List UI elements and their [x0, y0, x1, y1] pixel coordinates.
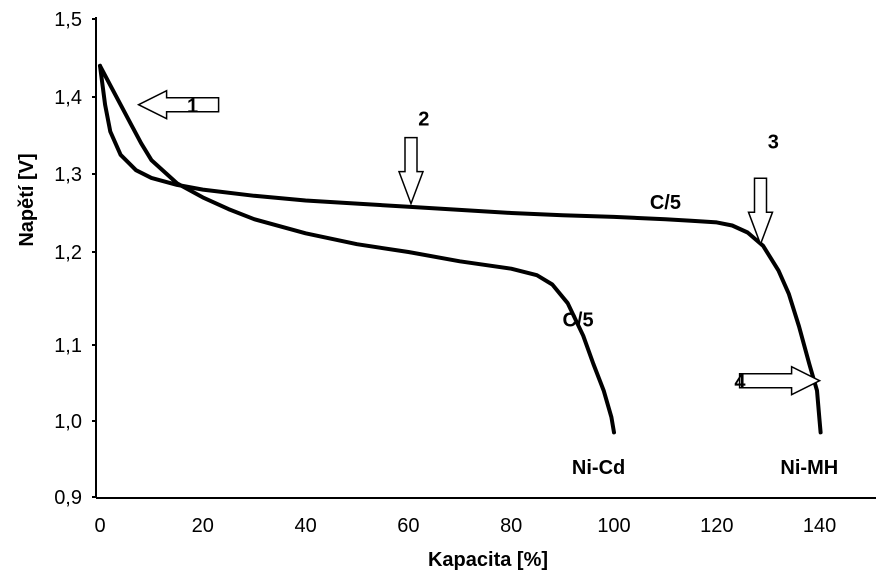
annotation-label: 3 — [768, 132, 779, 154]
arrow-2 — [397, 136, 425, 206]
y-tick-label: 1,4 — [54, 87, 82, 109]
annotation-label: Ni-Cd — [572, 457, 625, 479]
annotation-label: C/5 — [650, 192, 681, 214]
x-tick-label: 120 — [700, 515, 733, 537]
annotation-label: C/5 — [562, 309, 593, 331]
x-ticks: 0 20 40 60 80 100 120 140 — [94, 515, 836, 537]
y-tick-label: 1,2 — [54, 242, 82, 264]
x-tick-label: 80 — [500, 515, 522, 537]
y-tick-label: 1,5 — [54, 9, 82, 31]
x-tick-label: 140 — [803, 515, 836, 537]
annotation-label: 4 — [734, 371, 746, 393]
x-tick-label: 0 — [94, 515, 105, 537]
x-tick-label: 100 — [597, 515, 630, 537]
annotation-label: 1 — [187, 95, 198, 117]
annotation-label: Ni-MH — [780, 457, 838, 479]
arrow-3 — [747, 177, 774, 247]
series-line-ni-cd — [98, 63, 823, 435]
arrow-1 — [136, 89, 220, 120]
x-tick-label: 20 — [192, 515, 214, 537]
y-tick-label: 1,0 — [54, 411, 82, 433]
annotations: 1 2 3 4 C/5 C/5 Ni-Cd Ni-MH — [187, 95, 838, 479]
y-tick-label: 0,9 — [54, 487, 82, 509]
arrows — [136, 89, 822, 396]
arrow-4 — [738, 365, 822, 396]
y-ticks: 0,9 1,0 1,1 1,2 1,3 1,4 1,5 — [54, 9, 96, 509]
x-tick-label: 60 — [397, 515, 419, 537]
x-tick-label: 40 — [294, 515, 316, 537]
series-line-ni-mh — [98, 63, 616, 435]
y-tick-label: 1,3 — [54, 164, 82, 186]
annotation-label: 2 — [418, 108, 429, 130]
y-axis-title: Napětí [V] — [16, 153, 38, 246]
y-tick-label: 1,1 — [54, 335, 82, 357]
series-lines — [98, 63, 823, 435]
x-axis-title: Kapacita [%] — [428, 549, 548, 571]
